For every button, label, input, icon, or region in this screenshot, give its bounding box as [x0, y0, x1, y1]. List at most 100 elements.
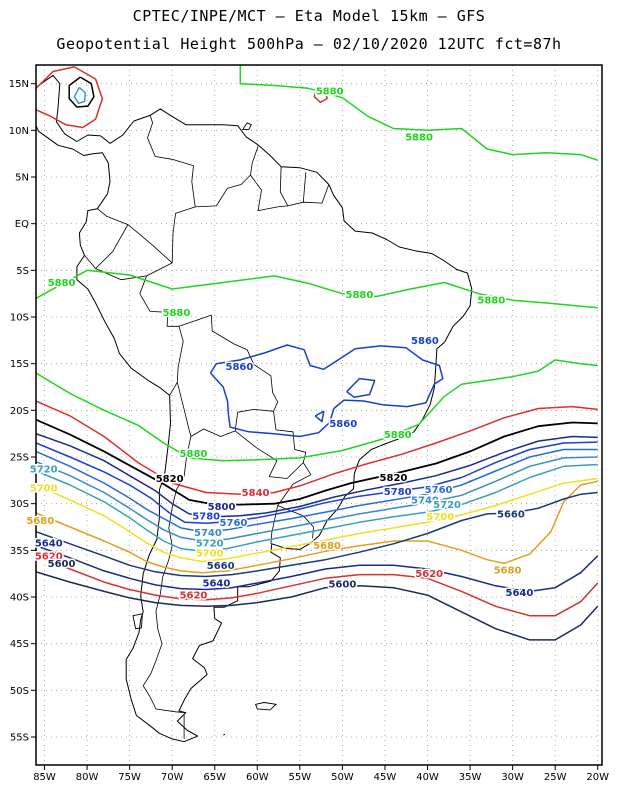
country-border: [84, 224, 184, 396]
contour-label-5660: 5660: [497, 509, 525, 520]
height-contours: [36, 65, 599, 641]
lon-tick-label: 80W: [76, 772, 99, 783]
contour-5880: [36, 359, 598, 462]
lon-tick-label: 40W: [416, 772, 439, 783]
country-border: [176, 314, 279, 437]
country-border: [147, 115, 196, 263]
lat-tick-label: 10N: [9, 126, 29, 137]
lon-tick-label: 45W: [374, 772, 397, 783]
contour-label-5620: 5620: [180, 591, 208, 602]
contour-label-5860: 5860: [411, 336, 439, 347]
country-border: [277, 462, 314, 539]
contour-label-5620: 5620: [35, 551, 63, 562]
lat-tick-label: 25S: [10, 453, 29, 464]
lon-tick-label: 55W: [289, 772, 312, 783]
contour-label-5880: 5880: [180, 449, 208, 460]
axis-ticks: 85W 80W 75W 70W 65W 60W 55W 50W 45W 40W 35W 30W 25W 2…: [9, 79, 609, 783]
contour-5860: [209, 344, 444, 438]
contour-5860: [68, 76, 95, 108]
contour-5880: [36, 269, 598, 309]
lon-tick-label: 65W: [203, 772, 226, 783]
contour-label-5880: 5880: [346, 290, 374, 301]
contour-label-5700: 5700: [426, 512, 454, 523]
lon-tick-label: 50W: [331, 772, 354, 783]
contour-label-5720: 5720: [196, 538, 224, 549]
contour-5740: [36, 456, 598, 542]
country-border: [195, 146, 259, 208]
lat-tick-label: 5S: [16, 266, 29, 277]
contour-labels: 5880 5880 5880 5880 5880 5880 5880 5880 5860 5860…: [25, 85, 535, 603]
lat-tick-label: 15S: [10, 359, 29, 370]
contour-label-5780: 5780: [384, 487, 412, 498]
title-line-2: Geopotential Height 500hPa – 02/10/2020 …: [56, 35, 562, 53]
contour-label-5880: 5880: [48, 278, 76, 289]
contour-5820: [36, 418, 598, 506]
contour-label-5600: 5600: [328, 579, 356, 590]
lon-tick-label: 75W: [118, 772, 141, 783]
contour-label-5680: 5680: [494, 565, 522, 576]
contour-label-5620: 5620: [415, 569, 443, 580]
contour-label-5840: 5840: [242, 488, 270, 499]
contour-label-5720: 5720: [30, 465, 58, 476]
lat-tick-label: 45S: [10, 639, 29, 650]
contour-label-5600: 5600: [48, 559, 76, 570]
lon-tick-label: 20W: [586, 772, 609, 783]
contour-label-5740: 5740: [411, 495, 439, 506]
lon-tick-label: 30W: [501, 772, 524, 783]
contour-label-5800: 5800: [208, 502, 236, 513]
lat-tick-label: 35S: [10, 546, 29, 557]
contour-5880: [239, 65, 598, 161]
lon-tick-label: 35W: [459, 772, 482, 783]
country-border: [234, 411, 307, 479]
map-frame: [35, 64, 603, 766]
contour-label-5880: 5880: [316, 87, 344, 98]
contour-label-5680: 5680: [313, 541, 341, 552]
coastlines: [36, 74, 473, 743]
country-border: [250, 174, 330, 211]
country-borders: [84, 115, 330, 739]
contour-label-5740: 5740: [194, 528, 222, 539]
contour-5860: [313, 86, 328, 104]
contour-5620: [36, 555, 599, 617]
contour-label-5880: 5880: [163, 308, 191, 319]
contour-5700: [36, 477, 598, 563]
lat-tick-label: 5N: [15, 173, 29, 184]
lon-tick-label: 60W: [246, 772, 269, 783]
contour-label-5680: 5680: [26, 516, 54, 527]
contour-5680: [36, 480, 598, 574]
island: [255, 702, 277, 711]
lon-tick-label: 25W: [544, 772, 567, 783]
contour-5600: [36, 571, 599, 641]
coastline: [36, 74, 473, 743]
country-border: [279, 166, 289, 207]
contour-label-5880: 5880: [477, 296, 505, 307]
lon-tick-label: 70W: [161, 772, 184, 783]
contour-label-5700: 5700: [196, 549, 224, 560]
contour-5860: [346, 377, 376, 399]
lat-tick-label: 10S: [10, 313, 29, 324]
contour-5860: [314, 410, 325, 423]
lat-tick-label: 50S: [10, 686, 29, 697]
contour-5840: [36, 400, 598, 496]
contour-label-5640: 5640: [35, 538, 63, 549]
country-border: [97, 208, 129, 225]
contour-5760: [36, 448, 598, 533]
lat-tick-label: 55S: [10, 733, 29, 744]
contour-label-5640: 5640: [203, 579, 231, 590]
lat-tick-label: EQ: [15, 219, 29, 230]
contour-label-5820: 5820: [380, 473, 408, 484]
contour-5860: [73, 86, 87, 105]
island: [132, 613, 143, 630]
contour-5640: [36, 544, 599, 593]
island: [241, 122, 252, 130]
island: [222, 733, 226, 736]
contour-5660: [36, 491, 598, 578]
contour-label-5780: 5780: [192, 511, 220, 522]
lat-tick-label: 40S: [10, 593, 29, 604]
contour-label-5860: 5860: [225, 362, 253, 373]
lat-tick-label: 30S: [10, 499, 29, 510]
contour-5860: [36, 66, 104, 129]
contour-label-5820: 5820: [156, 474, 184, 485]
contour-5720: [36, 463, 598, 553]
